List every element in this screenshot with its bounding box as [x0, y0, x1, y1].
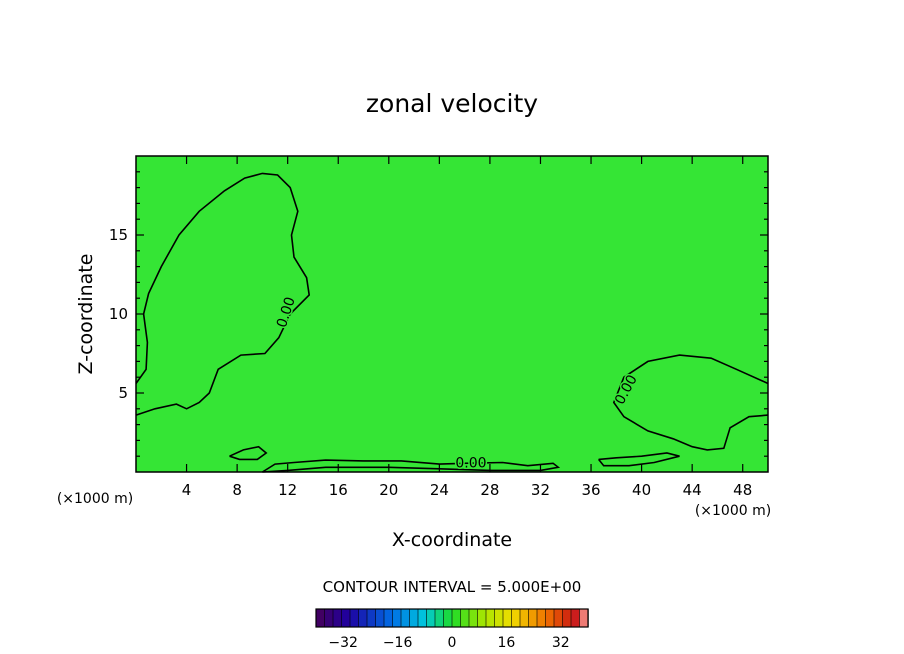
contour-interval-note: CONTOUR INTERVAL = 5.000E+00	[323, 578, 582, 596]
colorbar-cell	[468, 608, 479, 628]
colorbar-frame	[315, 608, 589, 628]
colorbar-cell	[451, 608, 462, 628]
colorbar-cell	[392, 608, 402, 628]
colorbar-cell	[579, 608, 589, 628]
colorbar	[315, 608, 589, 628]
colorbar-cell	[383, 608, 394, 628]
x-tick-label: 4	[182, 481, 192, 499]
colorbar-tick-label: 0	[448, 635, 457, 651]
colorbar-cell	[366, 608, 377, 628]
colorbar-tick-labels: −32 −16 0 16 32	[328, 635, 569, 651]
x-tick-label: 8	[232, 481, 242, 499]
colorbar-cell	[434, 608, 445, 628]
colorbar-cell	[545, 608, 555, 628]
colorbar-cell	[553, 608, 564, 628]
y-tick-label: 15	[109, 226, 128, 244]
colorbar-cell	[417, 608, 428, 628]
colorbar-cell	[570, 608, 581, 628]
colorbar-cell	[536, 608, 547, 628]
colorbar-cell	[494, 608, 504, 628]
x-unit-left: (×1000 m)	[57, 491, 133, 507]
colorbar-cell	[349, 608, 360, 628]
y-axis-label: Z-coordinate	[75, 254, 97, 375]
contour-lines	[135, 172, 769, 473]
colorbar-cell	[502, 608, 513, 628]
colorbar-cell	[426, 608, 436, 628]
x-axis-label: X-coordinate	[392, 529, 512, 551]
x-tick-label: 20	[379, 481, 398, 499]
colorbar-tick-label: 16	[497, 635, 515, 651]
colorbar-cell	[324, 608, 334, 628]
contour-label: 0.00	[455, 455, 486, 471]
chart-title: zonal velocity	[366, 89, 538, 118]
colorbar-cell	[400, 608, 411, 628]
colorbar-cell	[409, 608, 419, 628]
colorbar-tick-label: −16	[383, 635, 413, 651]
colorbar-tick-label: −32	[328, 635, 358, 651]
colorbar-cell	[460, 608, 470, 628]
right-zero-contour	[612, 354, 769, 451]
x-tick-label: 16	[329, 481, 348, 499]
x-tick-label: 44	[683, 481, 702, 499]
colorbar-cell	[519, 608, 530, 628]
colorbar-cell	[562, 608, 572, 628]
y-axis-ticks: 5 10 15	[109, 171, 768, 457]
x-tick-label: 48	[733, 481, 752, 499]
x-tick-label: 28	[480, 481, 499, 499]
small-left-zero-contour	[229, 445, 268, 461]
colorbar-cell	[375, 608, 385, 628]
colorbar-cell	[443, 608, 453, 628]
x-unit-right: (×1000 m)	[695, 503, 771, 519]
colorbar-cell	[477, 608, 487, 628]
colorbar-tick-label: 32	[552, 635, 570, 651]
y-tick-label: 10	[109, 305, 128, 323]
colorbar-cell	[315, 608, 326, 628]
x-tick-label: 36	[581, 481, 600, 499]
colorbar-cell	[332, 608, 343, 628]
small-right-zero-contour	[597, 452, 680, 467]
x-tick-label: 40	[632, 481, 651, 499]
colorbar-cell	[528, 608, 538, 628]
colorbar-cell	[511, 608, 521, 628]
colorbar-cell	[358, 608, 368, 628]
colorbar-cell	[341, 608, 351, 628]
upper-left-zero-contour	[135, 172, 311, 416]
x-axis-ticks: 4 8 12 16 20 24 28 32 36 40 44 48	[182, 156, 752, 499]
x-tick-label: 12	[278, 481, 297, 499]
y-tick-label: 5	[118, 384, 128, 402]
x-tick-label: 24	[430, 481, 449, 499]
colorbar-cell	[485, 608, 496, 628]
velocity-field	[136, 156, 768, 472]
x-tick-label: 32	[531, 481, 550, 499]
